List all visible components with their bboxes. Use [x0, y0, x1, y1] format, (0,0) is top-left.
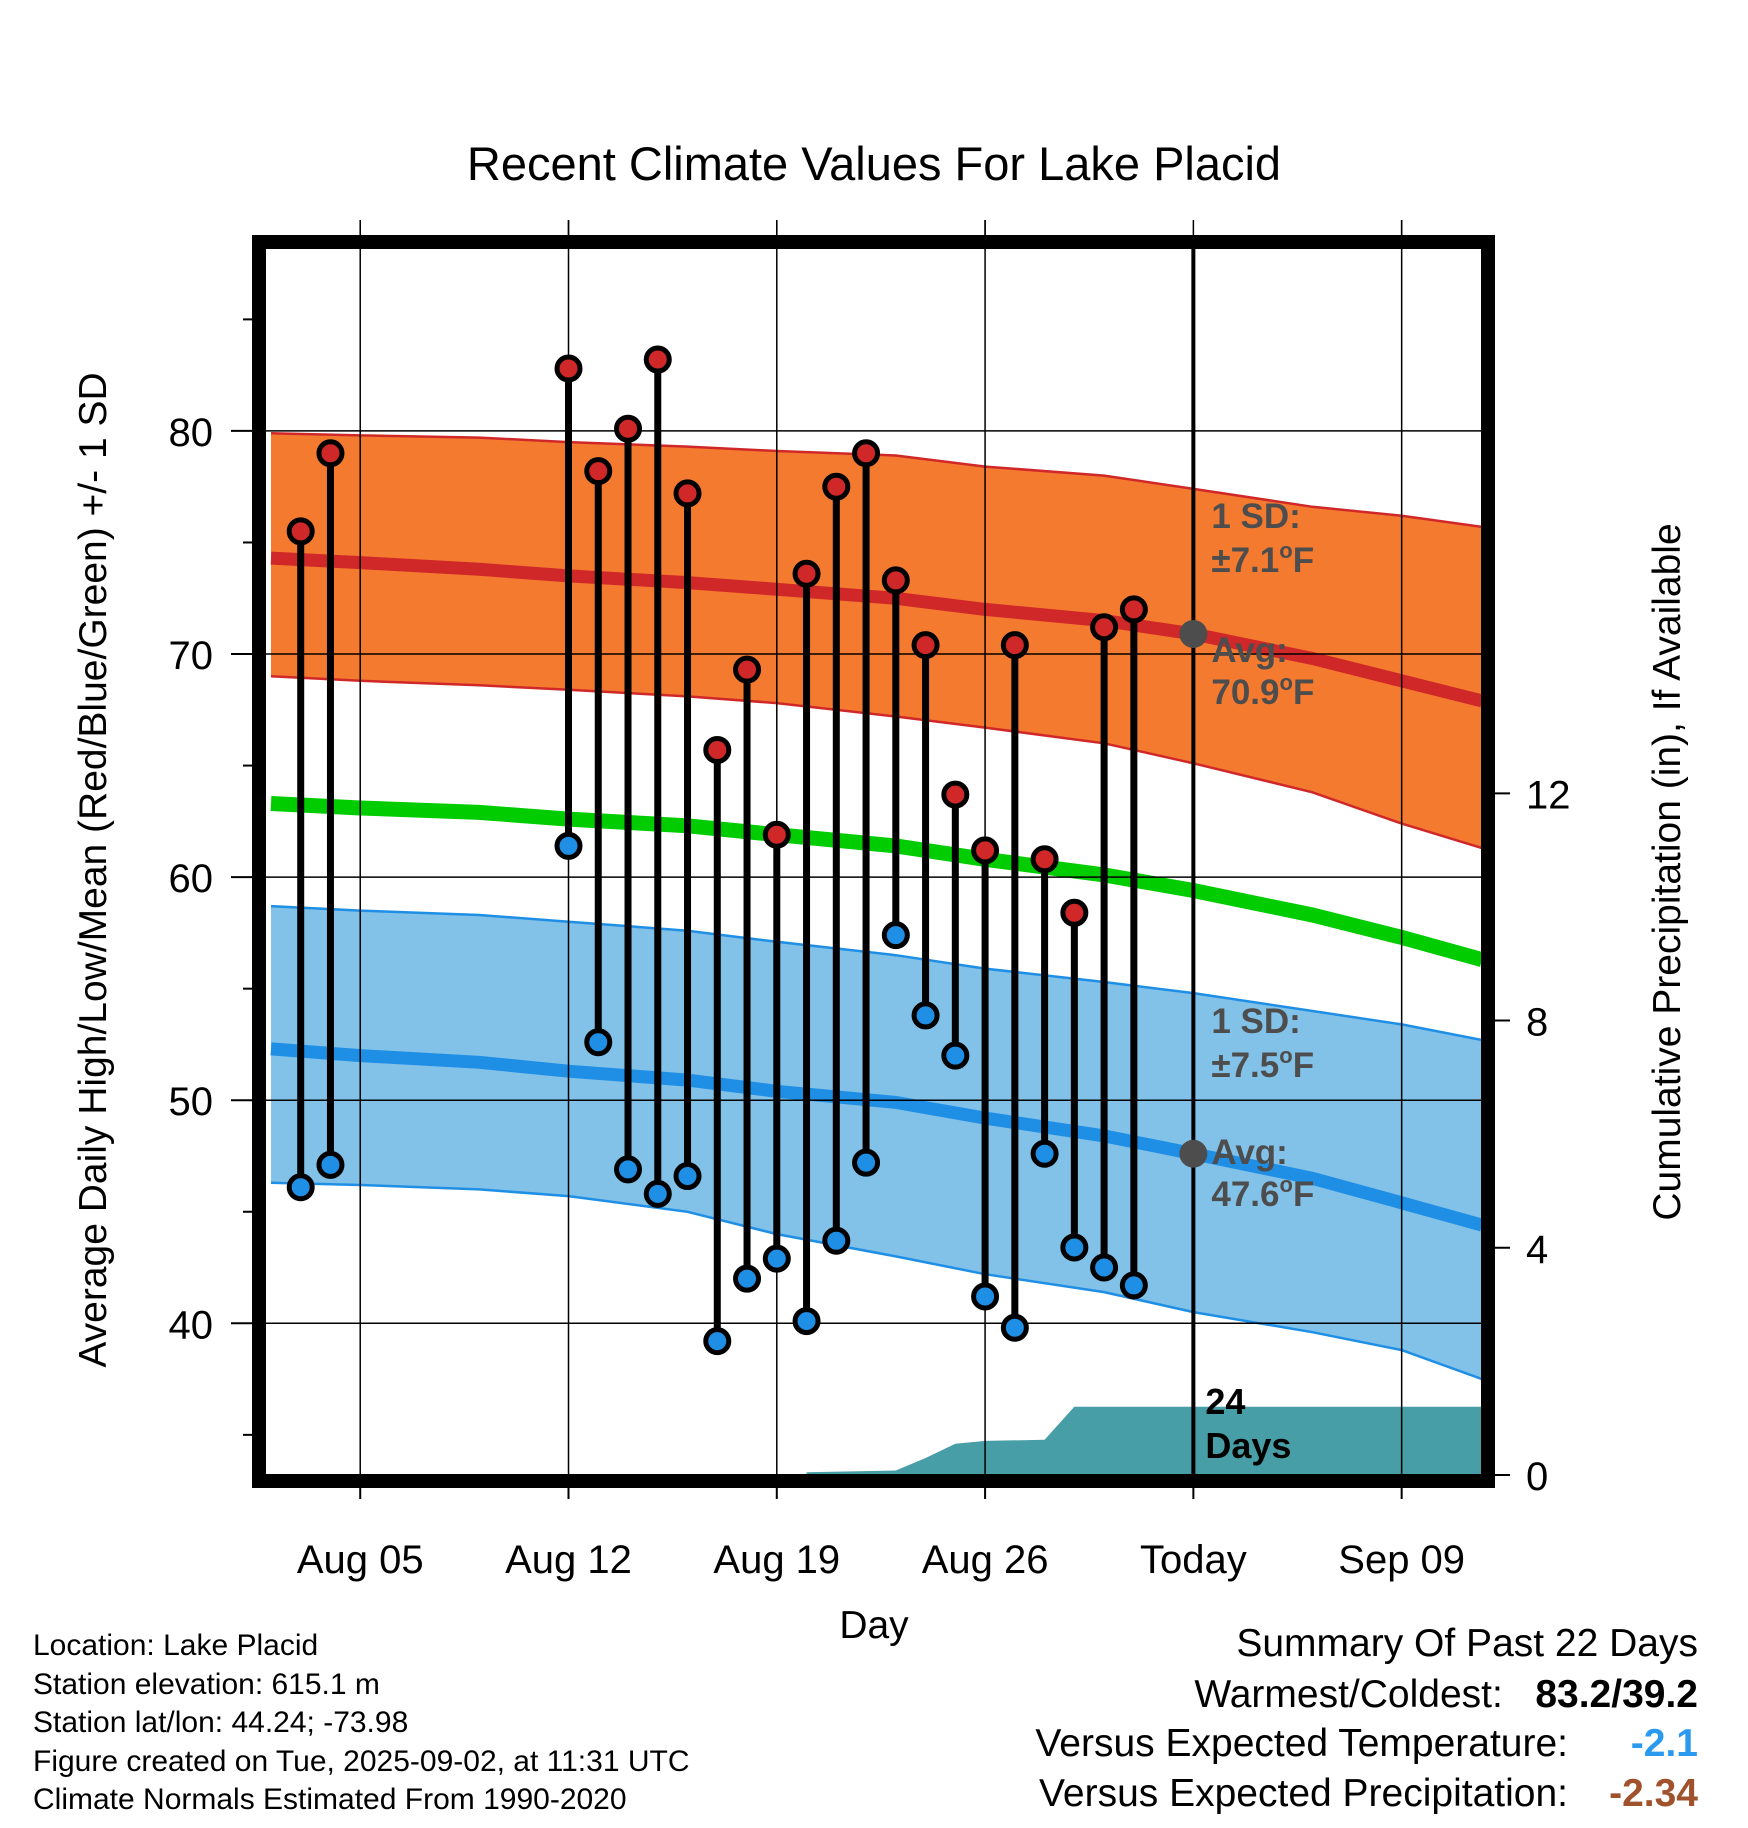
daily-high-point: [733, 655, 762, 684]
y2-tick-label: 0: [1526, 1455, 1548, 1499]
warm-cold-value: 83.2/39.2: [1535, 1673, 1698, 1716]
daily-high-point: [643, 345, 672, 374]
figure-created: Figure created on Tue, 2025-09-02, at 11…: [33, 1744, 690, 1778]
y-axis-label: Average Daily High/Low/Mean (Red/Blue/Gr…: [72, 372, 115, 1367]
high-sd-value: ±7.1oF: [1211, 538, 1314, 580]
summary-temp-label: Versus Expected Temperature:: [1035, 1722, 1568, 1765]
daily-high-point: [614, 414, 643, 443]
daily-high-point: [1000, 631, 1029, 660]
daily-high-point: [762, 820, 791, 849]
daily-low-point: [881, 921, 910, 950]
station-elevation: Station elevation: 615.1 m: [33, 1667, 380, 1701]
summary-heading: Summary Of Past 22 Days: [1236, 1622, 1698, 1665]
daily-low-point: [1119, 1271, 1148, 1300]
low-normal-line: [270, 1042, 1482, 1232]
days-word-label: Days: [1205, 1425, 1291, 1466]
low-sd-upper-edge: [270, 904, 1482, 1042]
daily-low-point: [762, 1244, 791, 1273]
chart-title: Recent Climate Values For Lake Placid: [467, 137, 1281, 190]
high-sd-band: [271, 433, 1482, 849]
daily-high-point: [673, 479, 702, 508]
high-sd-upper-edge: [270, 431, 1482, 529]
low-sd-value: ±7.5oF: [1211, 1043, 1314, 1085]
daily-low-point: [733, 1264, 762, 1293]
daily-high-point: [941, 780, 970, 809]
low-sd-label: 1 SD:: [1211, 1002, 1300, 1041]
daily-high-point: [822, 472, 851, 501]
low-sd-band: [271, 906, 1482, 1380]
daily-high-point: [911, 631, 940, 660]
x-tick-label: Sep 09: [1338, 1538, 1465, 1582]
daily-low-point: [852, 1148, 881, 1177]
daily-low-point: [1090, 1253, 1119, 1282]
precip-cumulative-area: [806, 1406, 1482, 1475]
daily-high-point: [584, 457, 613, 486]
daily-low-point: [554, 831, 583, 860]
x-tick-label: Aug 05: [297, 1538, 424, 1582]
daily-low-point: [673, 1162, 702, 1191]
daily-low-point: [822, 1226, 851, 1255]
daily-high-point: [1090, 613, 1119, 642]
y-tick-label: 40: [169, 1303, 214, 1347]
daily-low-point: [1030, 1139, 1059, 1168]
y2-axis-label: Cumulative Precipitation (in), If Availa…: [1646, 523, 1689, 1220]
daily-high-point: [316, 439, 345, 468]
daily-high-point: [852, 439, 881, 468]
daily-high-point: [703, 735, 732, 764]
y2-tick-label: 12: [1526, 773, 1571, 817]
daily-high-point: [971, 836, 1000, 865]
y-tick-label: 50: [169, 1080, 214, 1124]
station-info: Location: Lake Placid Station elevation:…: [33, 1627, 690, 1820]
low-sd-lower-edge: [270, 1181, 1482, 1381]
daily-low-point: [614, 1155, 643, 1184]
high-sd-label: 1 SD:: [1211, 497, 1300, 536]
daily-low-point: [941, 1041, 970, 1070]
y2-tick-label: 4: [1526, 1228, 1548, 1272]
warm-cold-label: Warmest/Coldest:: [1194, 1673, 1503, 1716]
daily-high-point: [1060, 898, 1089, 927]
high-avg-value: 70.9oF: [1211, 670, 1314, 712]
summary-temp-value: -2.1: [1630, 1722, 1698, 1765]
daily-low-point: [703, 1327, 732, 1356]
daily-low-point: [1060, 1233, 1089, 1262]
low-avg-label: Avg:: [1211, 1133, 1287, 1172]
station-location: Location: Lake Placid: [33, 1629, 319, 1662]
summary-precip-value: -2.34: [1609, 1772, 1698, 1815]
y2-tick-label: 8: [1526, 1001, 1548, 1045]
summary-warmest-coldest: Warmest/Coldest: 83.2/39.2: [1194, 1673, 1698, 1717]
x-tick-label: Today: [1140, 1538, 1247, 1582]
high-avg-label: Avg:: [1211, 631, 1287, 670]
station-latlon: Station lat/lon: 44.24; -73.98: [33, 1706, 409, 1739]
summary-precip-label: Versus Expected Precipitation:: [1039, 1772, 1568, 1815]
daily-high-point: [881, 566, 910, 595]
daily-low-point: [584, 1028, 613, 1057]
y-tick-label: 60: [169, 857, 214, 901]
x-tick-label: Aug 26: [922, 1538, 1049, 1582]
y-tick-label: 80: [169, 411, 214, 455]
daily-high-point: [1119, 595, 1148, 624]
low-avg-value: 47.6oF: [1211, 1172, 1314, 1214]
daily-high-point: [792, 559, 821, 588]
y-tick-label: 70: [169, 634, 214, 678]
daily-low-point: [792, 1307, 821, 1336]
today-low-avg-marker: [1179, 1139, 1208, 1168]
daily-high-point: [554, 354, 583, 383]
x-tick-label: Aug 12: [505, 1538, 632, 1582]
x-tick-label: Aug 19: [713, 1538, 840, 1582]
climate-normals-note: Climate Normals Estimated From 1990-2020: [33, 1783, 627, 1816]
today-high-avg-marker: [1179, 619, 1208, 648]
daily-low-point: [316, 1150, 345, 1179]
daily-low-point: [286, 1173, 315, 1202]
daily-low-point: [911, 1001, 940, 1030]
daily-high-point: [1030, 845, 1059, 874]
days-count-label: 24: [1205, 1381, 1245, 1422]
daily-low-point: [643, 1179, 672, 1208]
plot-frame: [252, 235, 1495, 1488]
daily-high-point: [286, 517, 315, 546]
daily-low-point: [1000, 1313, 1029, 1342]
daily-low-point: [971, 1282, 1000, 1311]
x-axis-label: Day: [839, 1604, 909, 1647]
